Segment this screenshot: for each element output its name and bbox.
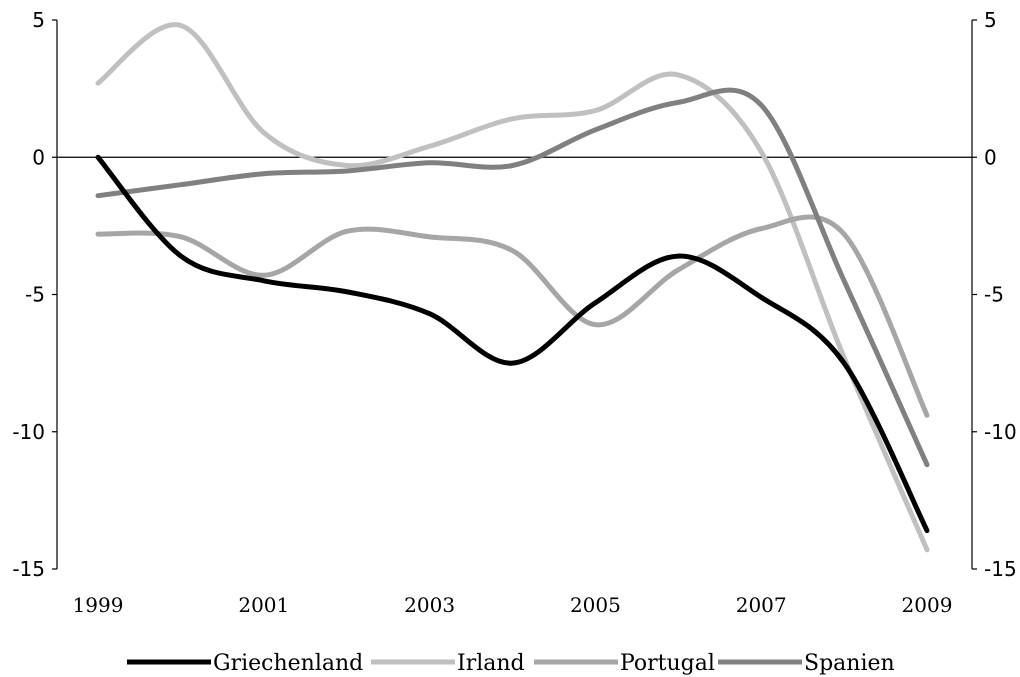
y-tick-label-right: -5 xyxy=(984,283,1004,307)
y-tick-label-right: 5 xyxy=(984,8,997,32)
y-tick-label-right: -10 xyxy=(984,420,1017,444)
legend-label-irland: Irland xyxy=(457,651,525,676)
x-tick-label: 2009 xyxy=(902,593,953,617)
axes: 5 5 0 0 -5 -5 -10 -10 -15 -15 1999 2001 2003 2005 2007… xyxy=(12,8,1016,617)
y-tick-label-right: 0 xyxy=(984,145,997,169)
series-layer xyxy=(95,22,930,553)
legend: Griechenland Irland Portugal Spanien xyxy=(127,651,895,676)
series-line-irland xyxy=(95,22,930,553)
x-tick-label: 2001 xyxy=(238,593,289,617)
legend-label-spanien: Spanien xyxy=(804,651,895,676)
x-tick-label: 2005 xyxy=(570,593,621,617)
legend-label-portugal: Portugal xyxy=(620,651,715,676)
series-line-griechenland xyxy=(95,154,930,534)
legend-label-griechenland: Griechenland xyxy=(213,651,363,676)
x-tick-label: 1999 xyxy=(73,593,124,617)
x-tick-label: 2003 xyxy=(404,593,455,617)
y-tick-label-left: -10 xyxy=(12,420,45,444)
y-tick-label-left: 0 xyxy=(32,145,45,169)
y-tick-label-right: -15 xyxy=(984,557,1017,581)
x-tick-label: 2007 xyxy=(736,593,787,617)
y-tick-label-left: -5 xyxy=(25,283,45,307)
y-tick-label-left: -15 xyxy=(12,557,45,581)
series-line-spanien xyxy=(95,87,930,468)
y-tick-label-left: 5 xyxy=(32,8,45,32)
